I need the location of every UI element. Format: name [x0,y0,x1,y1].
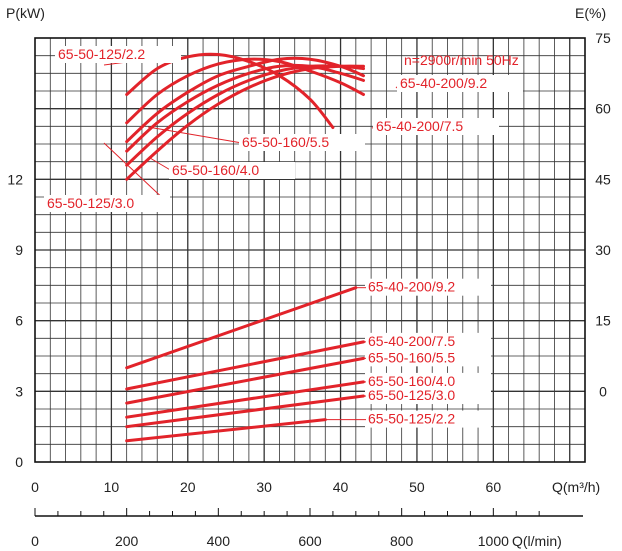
power-series-label: 65-50-125/2.2 [368,411,455,427]
efficiency-curve-line [125,52,335,129]
y-left-axis-label: P(kW) [6,5,45,21]
efficiency-label-background [373,118,499,135]
x-tick-label: 20 [180,479,196,495]
y-left-tick-label: 3 [15,383,23,399]
efficiency-series-label: 65-50-125/3.0 [47,195,134,211]
x-tick-label: 50 [409,479,425,495]
y-left-tick-label: 6 [15,313,23,329]
efficiency-series-label: 65-50-125/2.2 [58,46,145,62]
power-curve-line [125,418,327,443]
efficiency-label-background [55,46,181,63]
power-curve-line [125,286,358,370]
x-secondary-tick-label: 0 [31,533,39,549]
power-series-label: 65-40-200/7.5 [368,333,455,349]
power-curve-line [125,394,365,429]
efficiency-label-leader [103,142,170,205]
curve-labels: 65-40-200/9.265-40-200/7.565-50-160/5.56… [44,46,523,428]
efficiency-series-label: 65-50-160/5.5 [242,134,329,150]
plot-frame [34,37,586,463]
efficiency-label-background [239,134,365,151]
y-right-tick-label: 15 [595,313,611,329]
power-label-background [365,278,491,296]
power-series-label: 65-40-200/9.2 [368,279,455,295]
x-secondary-tick-label: 800 [390,533,414,549]
efficiency-label-leader [149,157,173,172]
x-tick-label: 10 [104,479,120,495]
speed-annotation: n=2900r/min 50Hz [404,52,519,68]
y-left-tick-label: 0 [15,454,23,470]
power-series-label: 65-50-125/3.0 [368,387,455,403]
x-secondary-axis-label: Q(l/min) [512,533,562,549]
power-label-background [365,387,491,405]
y-left-tick-label: 12 [7,171,23,187]
power-label-background [365,410,491,428]
efficiency-label-background [397,75,523,92]
power-curve-line [125,340,365,391]
y-right-tick-label: 45 [595,171,611,187]
x-secondary-tick-label: 400 [207,533,231,549]
efficiency-curve-line [125,64,365,181]
y-left-tick-label: 9 [15,242,23,258]
power-curve-line [125,380,365,419]
efficiency-label-background [169,162,295,179]
power-label-background [365,372,491,390]
efficiency-curve-line [125,57,365,125]
power-label-background [365,349,491,367]
power-curve-line [125,356,365,405]
y-right-axis-label: E(%) [575,5,606,21]
x-axis-label: Q(m³/h) [552,479,600,495]
efficiency-curve-line [125,56,365,144]
power-label-background [365,332,491,350]
x-tick-label: 40 [333,479,349,495]
efficiency-series-label: 65-40-200/9.2 [400,75,487,91]
efficiency-series-label: 65-40-200/7.5 [376,118,463,134]
power-series-label: 65-50-160/5.5 [368,349,455,365]
power-series-label: 65-50-160/4.0 [368,373,455,389]
efficiency-label-background [44,195,170,212]
grid [35,38,585,462]
plot-border [34,37,586,463]
y-right-tick-label: 75 [595,30,611,46]
x-secondary-tick-label: 600 [298,533,322,549]
curves [125,52,365,443]
y-right-tick-label: 60 [595,101,611,117]
efficiency-label-leader [147,126,243,144]
y-right-tick-label: 30 [595,242,611,258]
x-tick-label: 30 [256,479,272,495]
x-secondary-tick-label: 200 [115,533,139,549]
y-right-tick-label: 0 [599,383,607,399]
x-secondary-tick-label: 1000 [478,533,509,549]
efficiency-curve-line [125,63,365,153]
x-tick-label: 0 [31,479,39,495]
efficiency-series-label: 65-50-160/4.0 [172,162,259,178]
x-tick-label: 60 [486,479,502,495]
